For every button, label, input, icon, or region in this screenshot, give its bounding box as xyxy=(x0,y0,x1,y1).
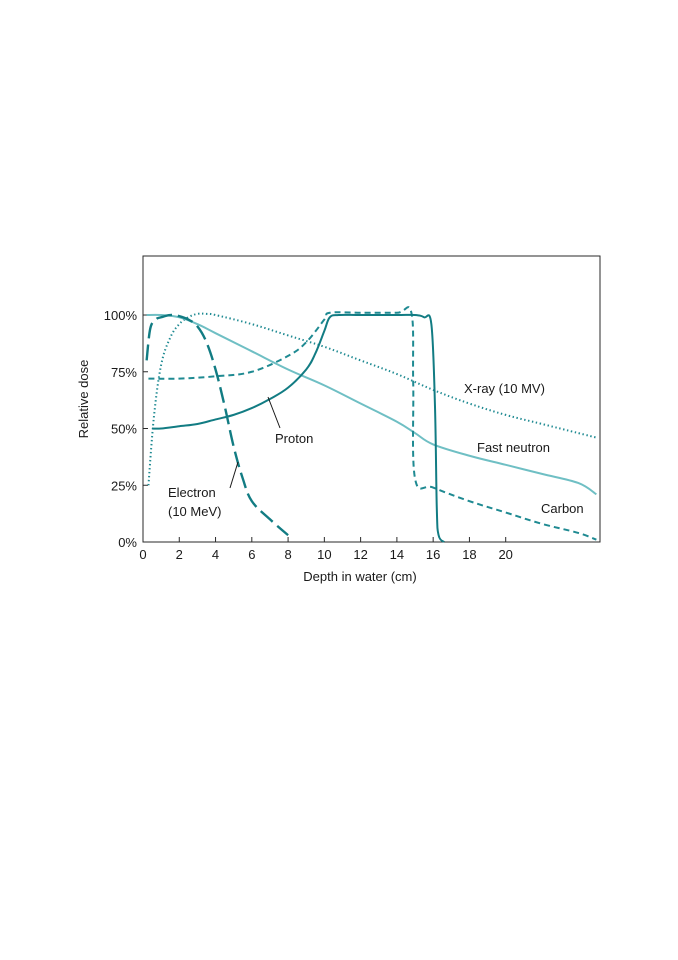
y-tick-label: 25% xyxy=(111,478,137,493)
x-tick-label: 2 xyxy=(176,547,183,562)
y-tick-label: 50% xyxy=(111,422,137,437)
proton-leader xyxy=(267,396,281,429)
x-tick-label: 20 xyxy=(498,547,512,562)
series-fast-neutron xyxy=(146,313,597,496)
x-tick-label: 10 xyxy=(317,547,331,562)
x-tick-label: 6 xyxy=(248,547,255,562)
label-proton: Proton xyxy=(275,431,313,446)
x-tick-label: 8 xyxy=(284,547,291,562)
x-tick-label: 4 xyxy=(212,547,219,562)
plot-frame xyxy=(142,255,601,543)
label-carbon: Carbon xyxy=(541,501,584,516)
leader-lines xyxy=(229,396,281,489)
x-tick-label: 14 xyxy=(390,547,404,562)
y-tick-label: 75% xyxy=(111,365,137,380)
series-proton xyxy=(152,313,445,543)
electron-leader xyxy=(229,461,239,489)
series-x-ray-10-mv xyxy=(147,312,597,486)
x-tick-label: 0 xyxy=(139,547,146,562)
label-xray: X-ray (10 MV) xyxy=(464,381,545,396)
label-fast-neutron: Fast neutron xyxy=(477,440,550,455)
tick-group: 0 2 4 6 8 10 12 14 16 18 20 0% 25% 50% 75% 100% xyxy=(104,308,513,562)
x-tick-label: 18 xyxy=(462,547,476,562)
series-carbon xyxy=(148,306,597,541)
series-electron-10-mev xyxy=(145,313,289,537)
y-tick-label: 100% xyxy=(104,308,138,323)
label-electron: Electron xyxy=(168,485,216,500)
series-group xyxy=(145,306,597,543)
label-electron-energy: (10 MeV) xyxy=(168,504,221,519)
x-tick-label: 16 xyxy=(426,547,440,562)
x-tick-label: 12 xyxy=(353,547,367,562)
y-axis-label: Relative dose xyxy=(76,360,91,439)
y-tick-label: 0% xyxy=(118,535,137,550)
x-axis-label: Depth in water (cm) xyxy=(303,569,416,584)
